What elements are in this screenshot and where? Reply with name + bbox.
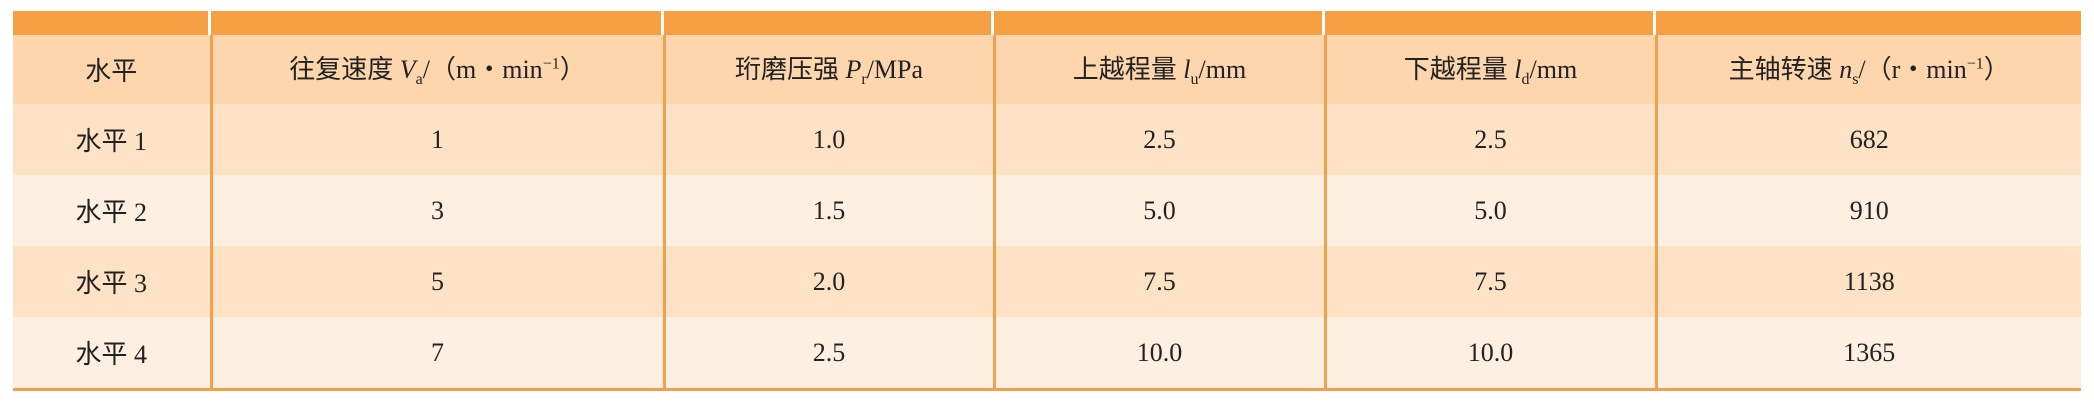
table-cell: 2.5 (992, 104, 1325, 175)
table-cell: 2.5 (1323, 104, 1656, 175)
table: 水平 往复速度 Va/（m・min−1） 珩磨压强 Pr/MPa 上越程量 lu… (13, 35, 2081, 391)
table-cell: 5.0 (1323, 175, 1656, 246)
table-row: 水平 3 5 2.0 7.5 7.5 1138 (13, 246, 2081, 317)
table-wrap: 水平 往复速度 Va/（m・min−1） 珩磨压强 Pr/MPa 上越程量 lu… (13, 11, 2081, 391)
table-cell: 1138 (1654, 246, 2081, 317)
header-symbol: n (1839, 55, 1853, 85)
header-sub: s (1852, 71, 1859, 89)
table-cell: 7.5 (1323, 246, 1656, 317)
table-cell: 1365 (1654, 317, 2081, 391)
table-cell: 7 (209, 317, 664, 391)
header-name: 珩磨压强 (734, 55, 839, 85)
header-unit: /mm (1529, 55, 1578, 85)
header-name: 主轴转速 (1728, 55, 1833, 85)
header-cell: 水平 (13, 35, 211, 104)
header-close: ） (559, 55, 586, 85)
table-cell: 5 (209, 246, 664, 317)
header-unit: /（r・min (1858, 55, 1967, 85)
header-name: 上越程量 (1072, 55, 1177, 85)
header-sub: d (1521, 71, 1530, 89)
header-close: ） (1983, 55, 2010, 85)
table-cell: 10.0 (992, 317, 1325, 391)
table-cell: 3 (209, 175, 664, 246)
table-cell: 910 (1654, 175, 2081, 246)
header-name: 下越程量 (1403, 55, 1508, 85)
header-cell: 主轴转速 ns/（r・min−1） (1654, 35, 2081, 104)
table-cell: 水平 1 (13, 104, 211, 175)
table-cell: 7.5 (992, 246, 1325, 317)
header-sup: −1 (542, 55, 560, 73)
header-unit: /（m・min (422, 55, 543, 85)
table-row: 水平 2 3 1.5 5.0 5.0 910 (13, 175, 2081, 246)
header-row: 水平 往复速度 Va/（m・min−1） 珩磨压强 Pr/MPa 上越程量 lu… (13, 35, 2081, 104)
header-unit: /MPa (866, 55, 924, 85)
table-cell: 水平 4 (13, 317, 211, 391)
table-cell: 5.0 (992, 175, 1325, 246)
header-cell: 珩磨压强 Pr/MPa (662, 35, 994, 104)
table-cell: 1 (209, 104, 664, 175)
header-sub: r (861, 71, 867, 89)
table-cell: 2.0 (662, 246, 994, 317)
table-cell: 2.5 (662, 317, 994, 391)
table-cell: 1.0 (662, 104, 994, 175)
top-bar (13, 11, 2081, 35)
header-cell: 往复速度 Va/（m・min−1） (209, 35, 664, 104)
header-sub: a (415, 71, 423, 89)
header-sub: u (1190, 71, 1199, 89)
table-row: 水平 4 7 2.5 10.0 10.0 1365 (13, 317, 2081, 391)
header-unit: /mm (1198, 55, 1247, 85)
header-name: 往复速度 (289, 55, 394, 85)
header-symbol: l (1183, 55, 1191, 85)
table-cell: 682 (1654, 104, 2081, 175)
header-cell: 上越程量 lu/mm (992, 35, 1325, 104)
table-cell: 1.5 (662, 175, 994, 246)
table-cell: 水平 3 (13, 246, 211, 317)
table-cell: 水平 2 (13, 175, 211, 246)
header-symbol: l (1514, 55, 1522, 85)
header-symbol: P (845, 55, 862, 85)
header-symbol: V (399, 55, 416, 85)
header-sup: −1 (1966, 55, 1984, 73)
header-cell: 下越程量 ld/mm (1323, 35, 1656, 104)
table-cell: 10.0 (1323, 317, 1656, 391)
table-row: 水平 1 1 1.0 2.5 2.5 682 (13, 104, 2081, 175)
